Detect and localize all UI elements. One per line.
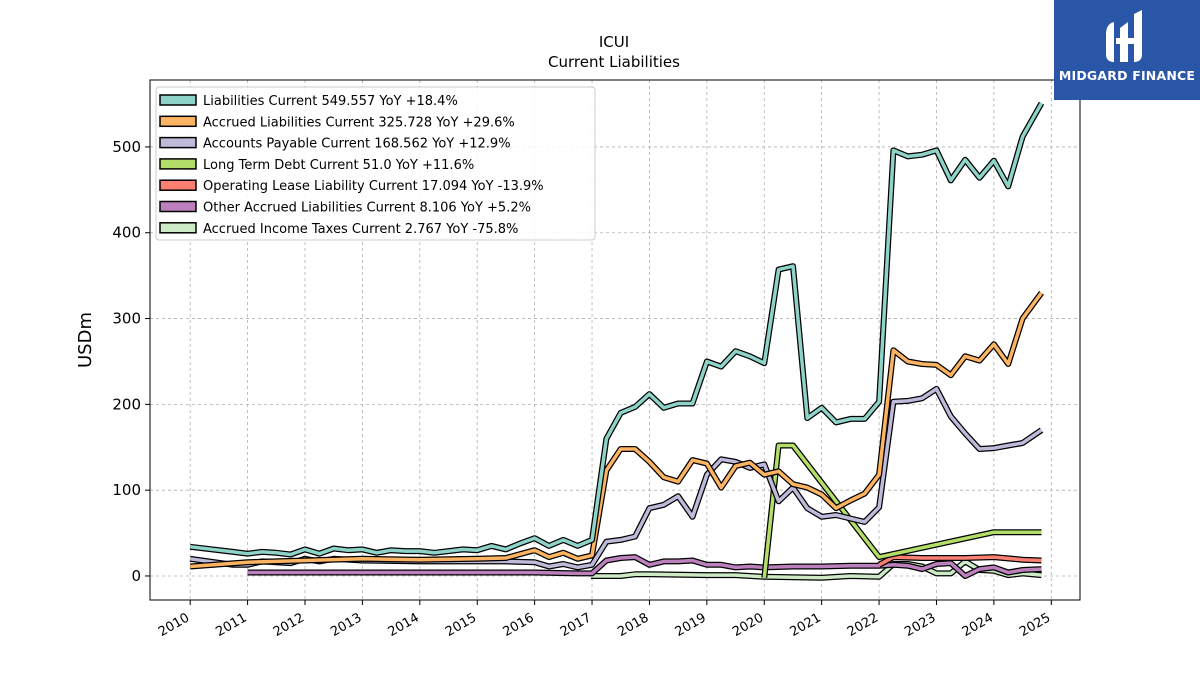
x-tick-label: 2021	[788, 610, 824, 640]
legend-swatch	[159, 94, 197, 106]
y-tick-label: 200	[112, 395, 141, 413]
chart-title-line2: Current Liabilities	[548, 53, 680, 71]
x-tick-label: 2014	[386, 610, 422, 640]
y-tick-label: 300	[112, 310, 141, 328]
y-tick-label: 400	[112, 224, 141, 242]
legend-label: Liabilities Current 549.557 YoY +18.4%	[203, 94, 458, 109]
series-line-stroke	[762, 443, 1042, 578]
legend-swatch	[159, 200, 197, 213]
chart-title-line1: ICUI	[599, 33, 629, 51]
x-tick-label: 2020	[730, 610, 766, 640]
x-tick-label: 2016	[500, 610, 536, 640]
legend-swatch	[159, 222, 197, 234]
x-tick-label: 2024	[960, 610, 996, 640]
series-line	[189, 291, 1044, 570]
legend-item: Accrued Income Taxes Current 2.767 YoY -…	[159, 222, 518, 237]
series-line-outline	[189, 291, 1044, 570]
y-tick-label: 500	[112, 138, 141, 156]
x-tick-label: 2018	[615, 610, 651, 640]
x-tick-label: 2019	[673, 610, 709, 640]
legend-item: Long Term Debt Current 51.0 YoY +11.6%	[159, 158, 474, 173]
brand-logo: MIDGARD FINANCE	[1054, 0, 1200, 100]
legend-swatch	[159, 136, 197, 149]
series-layer	[189, 101, 1045, 581]
legend-label: Operating Lease Liability Current 17.094…	[203, 179, 544, 194]
legend-item: Accounts Payable Current 168.562 YoY +12…	[159, 136, 511, 152]
brand-mark-icon	[1106, 10, 1142, 62]
legend-label: Accrued Income Taxes Current 2.767 YoY -…	[203, 222, 518, 237]
series-line	[761, 442, 1042, 579]
legend: Liabilities Current 549.557 YoY +18.4% Ac…	[155, 86, 596, 241]
x-axis: 2010 2011 2012 2013 2014 2015 2016 2017 2018 2019…	[156, 600, 1053, 640]
series-line	[877, 554, 1042, 568]
series-line	[247, 554, 1042, 579]
series-line-stroke	[878, 555, 1042, 567]
legend-item: Other Accrued Liabilities Current 8.106 …	[159, 200, 531, 216]
legend-label: Other Accrued Liabilities Current 8.106 …	[203, 201, 531, 216]
legend-box	[155, 86, 596, 241]
x-tick-label: 2013	[328, 610, 364, 640]
legend-swatch	[159, 179, 197, 191]
x-tick-label: 2022	[845, 610, 881, 640]
x-tick-label: 2012	[271, 610, 307, 640]
x-tick-label: 2025	[1017, 610, 1053, 640]
plot-frame	[149, 79, 1081, 601]
legend-label: Long Term Debt Current 51.0 YoY +11.6%	[203, 158, 474, 173]
y-axis-label: USDm	[75, 312, 96, 368]
legend-item: Operating Lease Liability Current 17.094…	[159, 179, 544, 194]
x-tick-label: 2015	[443, 610, 479, 640]
x-tick-label: 2011	[213, 610, 249, 640]
y-tick-label: 0	[131, 567, 141, 585]
x-tick-label: 2017	[558, 610, 594, 640]
series-line	[189, 101, 1045, 558]
x-tick-label: 2023	[902, 610, 938, 640]
series-line-stroke	[190, 291, 1043, 569]
legend-item: Liabilities Current 549.557 YoY +18.4%	[159, 94, 458, 109]
series-line-stroke	[247, 555, 1042, 578]
legend-label: Accounts Payable Current 168.562 YoY +12…	[203, 137, 511, 152]
x-tick-label: 2010	[156, 610, 192, 640]
legend-swatch	[159, 158, 197, 170]
legend-swatch	[159, 115, 197, 128]
legend-item: Accrued Liabilities Current 325.728 YoY …	[159, 115, 515, 130]
y-axis: 0 100 200 300 400 500	[112, 138, 150, 585]
brand-name: MIDGARD FINANCE	[1058, 68, 1196, 83]
series-line-stroke	[189, 102, 1044, 557]
y-tick-label: 100	[112, 481, 141, 499]
legend-label: Accrued Liabilities Current 325.728 YoY …	[203, 115, 515, 130]
